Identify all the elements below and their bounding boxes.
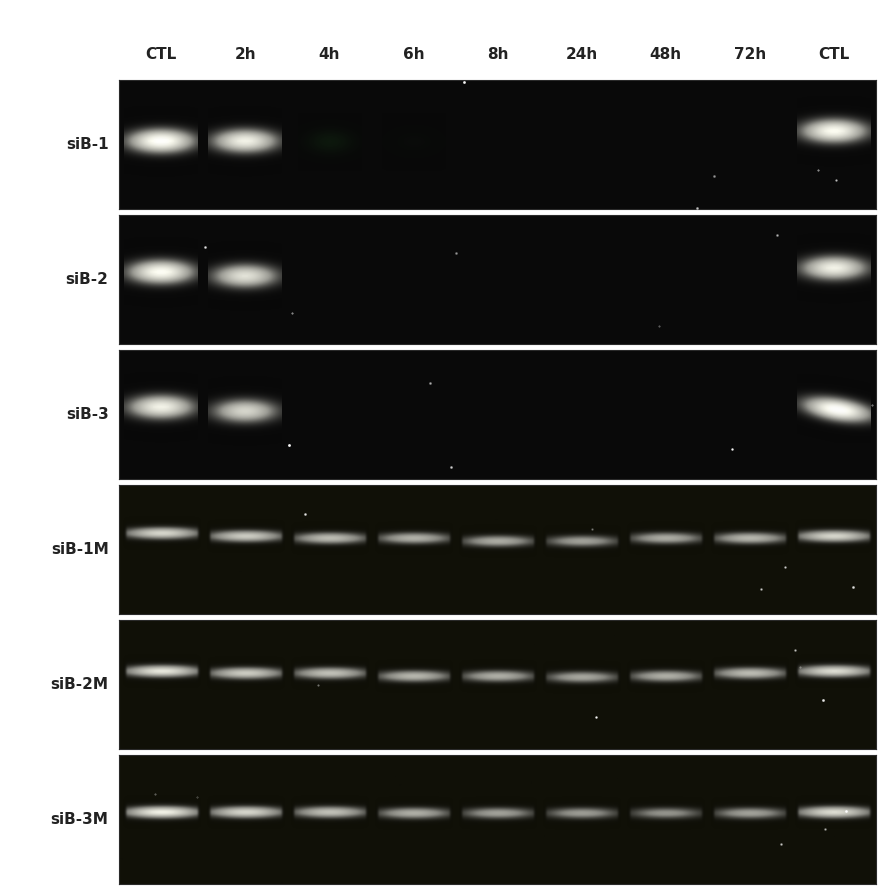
Text: 8h: 8h	[487, 47, 509, 61]
Text: CTL: CTL	[146, 47, 177, 61]
Text: siB-2: siB-2	[65, 272, 109, 287]
Text: siB-3M: siB-3M	[50, 812, 109, 827]
Text: 6h: 6h	[403, 47, 425, 61]
Text: siB-1M: siB-1M	[51, 542, 109, 557]
Text: 48h: 48h	[650, 47, 682, 61]
Text: siB-2M: siB-2M	[50, 677, 109, 692]
Text: 24h: 24h	[565, 47, 598, 61]
Text: 72h: 72h	[734, 47, 766, 61]
Text: CTL: CTL	[819, 47, 849, 61]
Text: siB-1: siB-1	[66, 137, 109, 152]
Text: 4h: 4h	[319, 47, 340, 61]
Text: siB-3: siB-3	[66, 407, 109, 422]
Text: 2h: 2h	[235, 47, 256, 61]
